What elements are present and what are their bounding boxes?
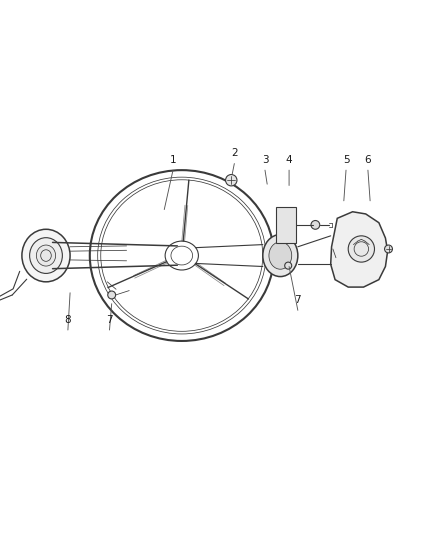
Text: 7: 7 — [106, 315, 113, 325]
Text: 8: 8 — [64, 315, 71, 325]
Circle shape — [348, 236, 374, 262]
Polygon shape — [331, 212, 388, 287]
Text: 6: 6 — [364, 155, 371, 165]
Circle shape — [226, 174, 237, 186]
Circle shape — [385, 245, 392, 253]
Ellipse shape — [22, 229, 70, 282]
Text: 1: 1 — [170, 155, 177, 165]
Ellipse shape — [36, 245, 56, 266]
Text: 2: 2 — [231, 148, 238, 158]
Text: 5: 5 — [343, 155, 350, 165]
Ellipse shape — [30, 238, 62, 273]
FancyBboxPatch shape — [276, 207, 296, 243]
Ellipse shape — [263, 235, 298, 277]
Circle shape — [108, 291, 116, 299]
Text: 7: 7 — [294, 295, 301, 305]
Text: 4: 4 — [286, 155, 293, 165]
Ellipse shape — [269, 242, 292, 269]
Circle shape — [311, 221, 320, 229]
Circle shape — [285, 262, 292, 269]
Text: 3: 3 — [261, 155, 268, 165]
